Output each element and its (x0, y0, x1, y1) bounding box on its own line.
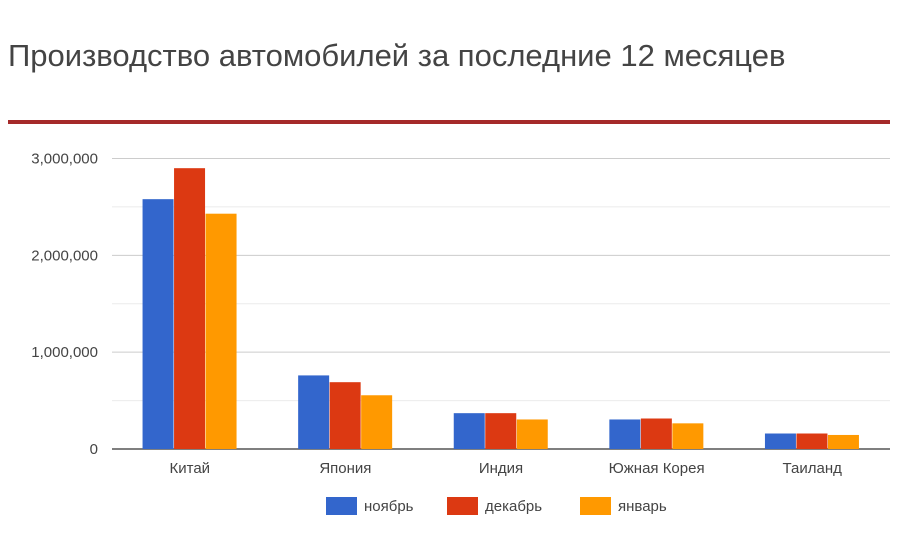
y-tick-label: 2,000,000 (31, 247, 98, 264)
bar (764, 433, 796, 449)
bar (142, 199, 174, 449)
bar (205, 213, 237, 449)
chart-title: Производство автомобилей за последние 12… (8, 38, 786, 73)
bar (453, 413, 485, 449)
bar (329, 382, 361, 449)
x-category-label: Южная Корея (609, 460, 705, 477)
bar (361, 395, 393, 449)
bar (640, 418, 672, 449)
legend-swatch (326, 497, 357, 515)
x-category-label: Япония (319, 460, 371, 477)
bar (609, 419, 641, 449)
title-divider (8, 120, 890, 124)
legend-label: январь (618, 498, 667, 515)
y-tick-label: 1,000,000 (31, 344, 98, 361)
bar (298, 375, 330, 449)
bar (796, 433, 828, 449)
legend-swatch (580, 497, 611, 515)
bar (485, 413, 517, 449)
x-category-label: Таиланд (783, 460, 843, 477)
bar (174, 168, 206, 449)
y-tick-label: 3,000,000 (31, 151, 98, 168)
legend-label: ноябрь (364, 498, 414, 515)
bar (827, 434, 859, 449)
y-tick-label: 0 (90, 441, 98, 458)
bar (672, 423, 704, 449)
x-category-label: Китай (170, 460, 211, 477)
legend-swatch (447, 497, 478, 515)
legend-label: декабрь (485, 498, 542, 515)
bar (516, 419, 548, 449)
x-category-label: Индия (479, 460, 523, 477)
